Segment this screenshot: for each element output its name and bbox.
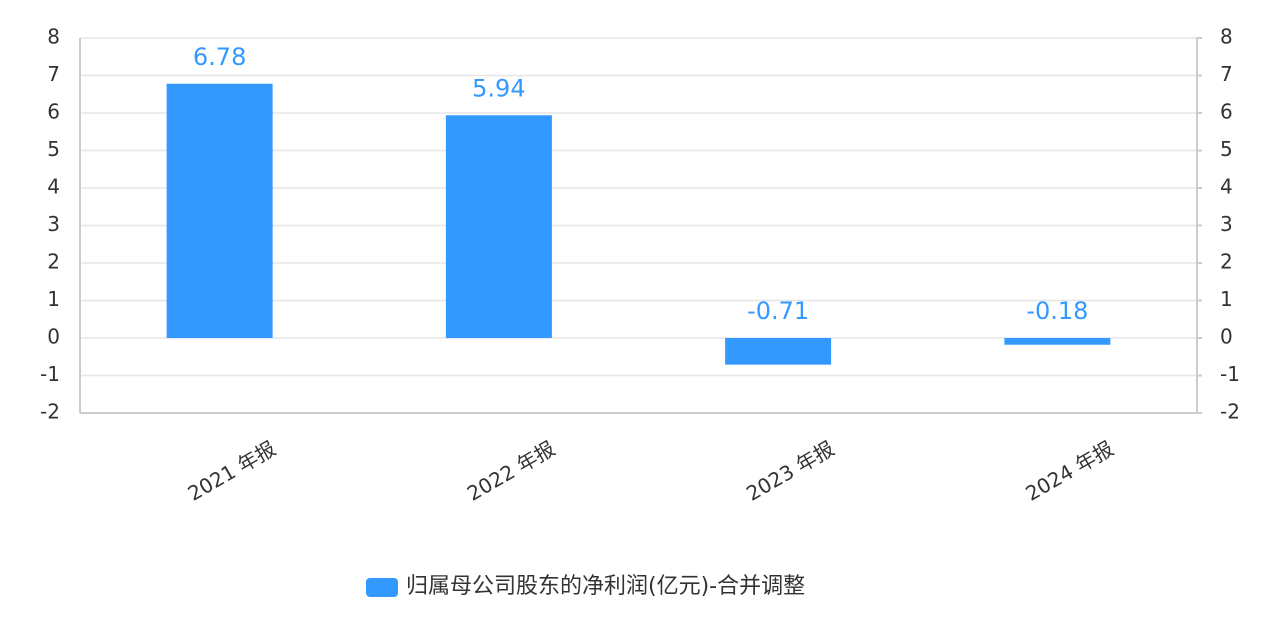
bar (1004, 338, 1111, 345)
y-tick-label: 8 (47, 25, 60, 49)
y-tick-label: 3 (47, 212, 60, 236)
y-tick-label: 5 (47, 137, 60, 161)
y-tick-label: 6 (47, 100, 60, 124)
bar (166, 83, 273, 338)
y-tick-label: 4 (47, 175, 60, 199)
y-tick-label: -2 (40, 400, 60, 424)
y2-tick-label: -2 (1220, 400, 1240, 424)
y2-tick-label: 3 (1220, 212, 1233, 236)
y-tick-label: 0 (47, 325, 60, 349)
x-tick-label: 2022 年报 (463, 436, 559, 505)
y-tick-label: 1 (47, 287, 60, 311)
y2-tick-label: 0 (1220, 325, 1233, 349)
y-tick-label: 7 (47, 62, 60, 86)
y2-tick-label: -1 (1220, 362, 1240, 386)
bar (445, 115, 552, 338)
bar (725, 338, 832, 365)
y2-tick-label: 5 (1220, 137, 1233, 161)
y2-tick-label: 4 (1220, 175, 1233, 199)
y-tick-label: -1 (40, 362, 60, 386)
value-label: 6.78 (193, 43, 246, 71)
x-tick-label: 2024 年报 (1021, 436, 1117, 505)
y2-tick-label: 1 (1220, 287, 1233, 311)
legend-label: 归属母公司股东的净利润(亿元)-合并调整 (406, 574, 805, 599)
x-tick-label: 2023 年报 (742, 436, 838, 505)
x-tick-label: 2021 年报 (184, 436, 280, 505)
y2-tick-label: 8 (1220, 25, 1233, 49)
y2-tick-label: 7 (1220, 62, 1233, 86)
legend-swatch (366, 578, 398, 597)
value-label: 5.94 (472, 74, 525, 102)
value-label: -0.71 (747, 297, 809, 325)
value-label: -0.18 (1026, 297, 1088, 325)
y-tick-label: 2 (47, 250, 60, 274)
y2-tick-label: 6 (1220, 100, 1233, 124)
y2-tick-label: 2 (1220, 250, 1233, 274)
